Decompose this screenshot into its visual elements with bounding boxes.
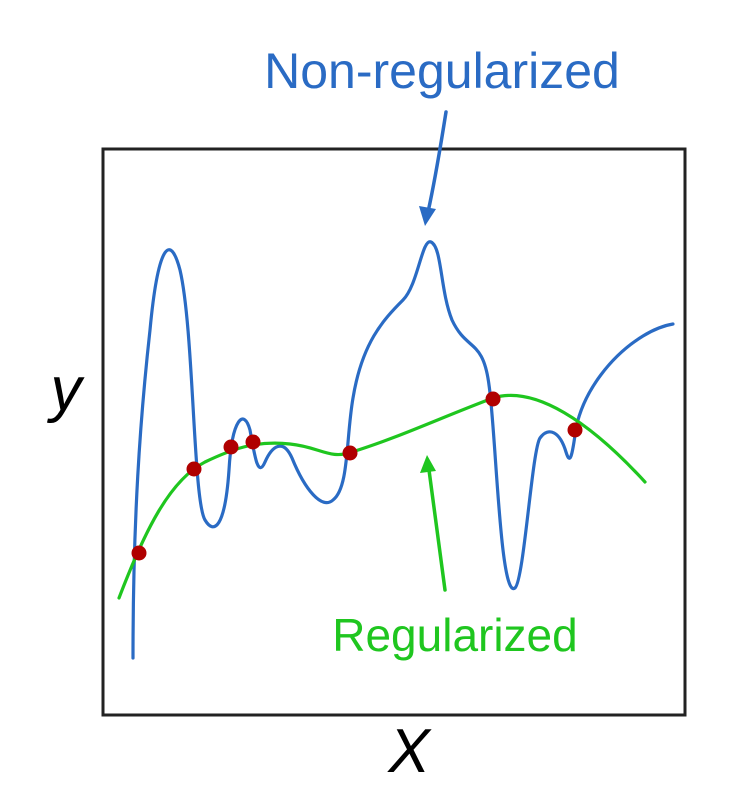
non-regularized-curve xyxy=(131,240,675,660)
y-axis-label: y xyxy=(47,355,86,424)
non-regularized-arrow xyxy=(419,110,448,226)
data-point xyxy=(131,545,147,561)
data-point xyxy=(342,445,358,461)
regularized-curve xyxy=(117,393,647,600)
plot-frame xyxy=(101,147,687,717)
data-point xyxy=(485,391,501,407)
data-point xyxy=(186,461,202,477)
data-point xyxy=(245,434,261,450)
x-axis-label: X xyxy=(386,717,432,786)
non-regularized-label: Non-regularized xyxy=(264,43,620,99)
regularized-arrow xyxy=(420,455,447,592)
regularized-label: Regularized xyxy=(332,609,577,661)
data-points xyxy=(131,391,583,561)
data-point xyxy=(223,439,239,455)
data-point xyxy=(567,422,583,438)
